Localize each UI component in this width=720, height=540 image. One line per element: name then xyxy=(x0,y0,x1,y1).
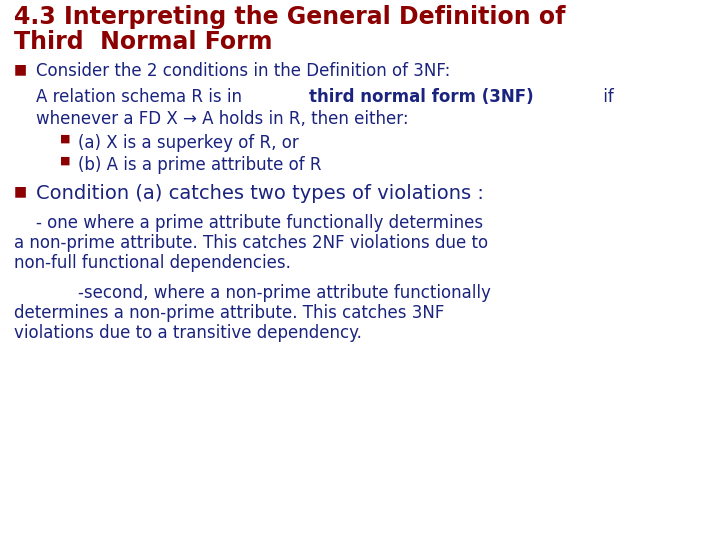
Text: ■: ■ xyxy=(14,62,27,76)
Text: violations due to a transitive dependency.: violations due to a transitive dependenc… xyxy=(14,324,362,342)
Text: non-full functional dependencies.: non-full functional dependencies. xyxy=(14,254,291,272)
Text: if: if xyxy=(598,88,614,106)
Text: a non-prime attribute. This catches 2NF violations due to: a non-prime attribute. This catches 2NF … xyxy=(14,234,488,252)
Text: determines a non-prime attribute. This catches 3NF: determines a non-prime attribute. This c… xyxy=(14,304,444,322)
Text: ■: ■ xyxy=(60,156,71,166)
Text: ■: ■ xyxy=(60,134,71,144)
Text: Third  Normal Form: Third Normal Form xyxy=(14,30,272,54)
Text: ■: ■ xyxy=(14,184,27,198)
Text: Consider the 2 conditions in the Definition of 3NF:: Consider the 2 conditions in the Definit… xyxy=(36,62,451,80)
Text: -second, where a non-prime attribute functionally: -second, where a non-prime attribute fun… xyxy=(36,284,491,302)
Text: whenever a FD X → A holds in R, then either:: whenever a FD X → A holds in R, then eit… xyxy=(36,110,409,128)
Text: 4.3 Interpreting the General Definition of: 4.3 Interpreting the General Definition … xyxy=(14,5,565,29)
Text: A relation schema R is in: A relation schema R is in xyxy=(36,88,247,106)
Text: Condition (a) catches two types of violations :: Condition (a) catches two types of viola… xyxy=(36,184,484,203)
Text: (a) X is a superkey of R, or: (a) X is a superkey of R, or xyxy=(78,134,299,152)
Text: third normal form (3NF): third normal form (3NF) xyxy=(309,88,534,106)
Text: - one where a prime attribute functionally determines: - one where a prime attribute functional… xyxy=(36,214,483,232)
Text: (b) A is a prime attribute of R: (b) A is a prime attribute of R xyxy=(78,156,322,174)
